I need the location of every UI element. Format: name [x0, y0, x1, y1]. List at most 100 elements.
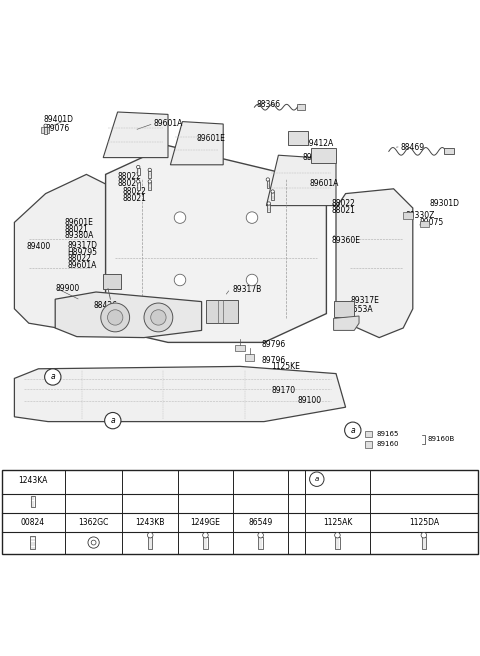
Circle shape: [421, 533, 427, 538]
Text: 88022: 88022: [67, 255, 91, 263]
Text: 89076: 89076: [46, 124, 70, 133]
Bar: [335, 537, 340, 548]
Bar: [137, 182, 140, 190]
Text: 88022: 88022: [331, 199, 355, 208]
Bar: [311, 148, 336, 163]
Bar: [148, 537, 152, 548]
Text: 88330Z: 88330Z: [406, 211, 435, 220]
Text: 89601E: 89601E: [65, 218, 94, 227]
Bar: [137, 168, 140, 175]
Polygon shape: [55, 292, 202, 338]
Text: 1125DA: 1125DA: [409, 518, 439, 527]
Polygon shape: [266, 155, 336, 205]
Text: 89601A: 89601A: [154, 119, 183, 129]
Bar: [2, 470, 478, 554]
Text: 89317D: 89317D: [67, 241, 97, 250]
Bar: [334, 301, 354, 318]
Circle shape: [266, 178, 270, 181]
Circle shape: [203, 533, 208, 538]
Polygon shape: [14, 367, 346, 422]
Bar: [421, 537, 426, 548]
Text: 89165: 89165: [377, 430, 399, 437]
Polygon shape: [106, 146, 326, 342]
Text: a: a: [315, 476, 319, 482]
Text: 88366: 88366: [257, 100, 281, 110]
Text: 89317B: 89317B: [233, 285, 262, 294]
Text: a: a: [350, 426, 355, 435]
Circle shape: [148, 180, 152, 183]
Text: 88426: 88426: [94, 301, 118, 310]
Bar: [148, 182, 151, 190]
Text: 88022: 88022: [122, 187, 146, 195]
Text: 88469: 88469: [401, 144, 425, 152]
Circle shape: [174, 212, 186, 223]
Circle shape: [174, 274, 186, 286]
Circle shape: [246, 212, 258, 223]
Circle shape: [144, 303, 173, 332]
Circle shape: [101, 303, 130, 332]
Circle shape: [345, 422, 361, 438]
Polygon shape: [14, 174, 106, 328]
Text: 89160B: 89160B: [427, 436, 455, 442]
Bar: [30, 536, 35, 549]
Circle shape: [136, 180, 140, 183]
Text: a: a: [50, 373, 55, 381]
Circle shape: [151, 310, 166, 325]
Circle shape: [258, 533, 264, 538]
Text: 89317E: 89317E: [350, 296, 379, 304]
Bar: [41, 127, 49, 133]
Text: 00824: 00824: [21, 518, 45, 527]
Text: 88021: 88021: [331, 206, 355, 215]
Text: 89796: 89796: [262, 340, 286, 349]
Bar: [258, 537, 263, 548]
Bar: [420, 222, 429, 227]
Text: 88021: 88021: [118, 180, 142, 188]
Text: 1249GE: 1249GE: [191, 518, 220, 527]
Bar: [206, 300, 238, 323]
Text: 1243KB: 1243KB: [135, 518, 165, 527]
Text: 86549: 86549: [249, 518, 273, 527]
Text: 89380A: 89380A: [65, 232, 94, 240]
Text: H89795: H89795: [67, 248, 97, 256]
Text: 1362GC: 1362GC: [78, 518, 109, 527]
Circle shape: [310, 472, 324, 486]
Polygon shape: [336, 189, 413, 338]
Polygon shape: [170, 121, 223, 165]
Bar: [267, 204, 270, 212]
Bar: [365, 441, 372, 447]
Text: 89601A: 89601A: [67, 261, 96, 270]
Bar: [297, 104, 305, 110]
Circle shape: [335, 533, 340, 538]
Circle shape: [147, 533, 153, 538]
Text: 89601E: 89601E: [197, 134, 226, 143]
Text: 1243KA: 1243KA: [18, 476, 48, 485]
Bar: [235, 345, 245, 351]
Bar: [245, 354, 254, 361]
Text: 89401D: 89401D: [43, 115, 73, 124]
Circle shape: [44, 124, 48, 127]
Circle shape: [88, 537, 99, 548]
Circle shape: [108, 310, 123, 325]
Text: a: a: [110, 416, 115, 425]
Text: 89100: 89100: [298, 396, 322, 405]
Circle shape: [136, 165, 140, 169]
Bar: [44, 127, 47, 134]
Text: 88021: 88021: [65, 224, 89, 234]
Text: 89170: 89170: [271, 386, 295, 395]
Bar: [288, 131, 308, 144]
Text: 89796: 89796: [262, 356, 286, 365]
Text: 89301D: 89301D: [430, 199, 460, 208]
Bar: [365, 431, 372, 437]
Text: 1125AK: 1125AK: [323, 518, 352, 527]
Bar: [444, 148, 454, 154]
Text: 89601A: 89601A: [310, 180, 339, 188]
Bar: [103, 274, 121, 289]
Text: 89160: 89160: [377, 441, 399, 447]
Circle shape: [267, 202, 271, 205]
Bar: [148, 171, 151, 178]
Polygon shape: [103, 112, 168, 157]
Text: 89412A: 89412A: [305, 138, 334, 148]
Polygon shape: [334, 316, 359, 331]
Text: 88022: 88022: [118, 173, 142, 181]
Text: 89900: 89900: [55, 283, 80, 293]
